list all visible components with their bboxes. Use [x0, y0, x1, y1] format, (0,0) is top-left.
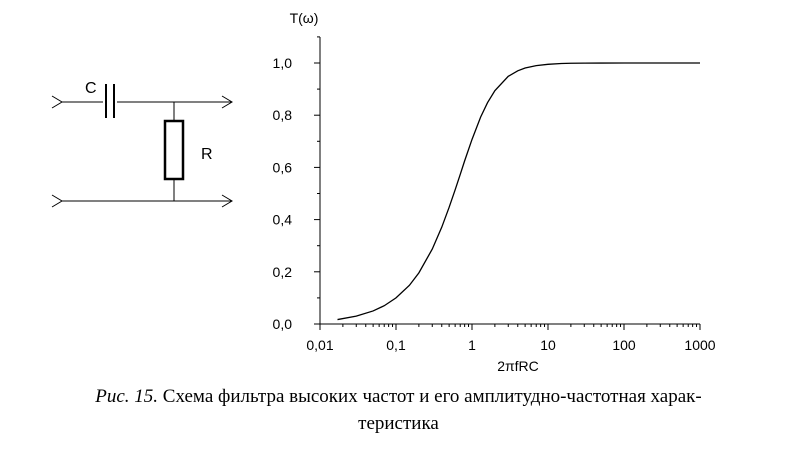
output-arrow-bottom	[221, 194, 233, 208]
y-tick-label: 0,0	[273, 316, 293, 332]
resistor-body	[163, 119, 185, 181]
figure-number: Рис. 15.	[95, 386, 159, 407]
x-tick-label: 0,1	[386, 337, 406, 353]
caption-text: Схема фильтра высоких частот и его ампли…	[162, 386, 702, 407]
x-tick-label: 1	[468, 337, 476, 353]
y-tick-label: 0,8	[273, 107, 293, 123]
y-tick-label: 0,4	[273, 212, 293, 228]
series-line	[337, 62, 700, 321]
high-pass-filter-schematic	[51, 84, 233, 208]
figure-caption: Рис. 15. Схема фильтра высоких частот и …	[0, 383, 797, 437]
x-tick-label: 0,01	[306, 337, 333, 353]
resistor-label: R	[201, 146, 213, 163]
input-arrow-top	[51, 95, 63, 109]
caption-text-continued: теристика	[358, 413, 439, 434]
input-arrow-bottom	[51, 194, 63, 208]
x-tick-label: 100	[612, 337, 636, 353]
x-axis-label: 2πfRC	[497, 358, 539, 374]
y-tick-label: 0,2	[273, 264, 293, 280]
output-arrow-top	[221, 95, 233, 109]
x-tick-label: 10	[540, 337, 556, 353]
frequency-response-chart: 0,0 0,2 0,4 0,6 0,8 1,0 0,01 0,1 1 10 100 1000 2πfRC…	[273, 10, 716, 374]
x-tick-label: 1000	[684, 337, 715, 353]
y-axis-label: T(ω)	[290, 10, 319, 26]
capacitor-label: C	[85, 80, 97, 97]
y-tick-label: 1,0	[273, 55, 293, 71]
y-tick-label: 0,6	[273, 159, 293, 175]
